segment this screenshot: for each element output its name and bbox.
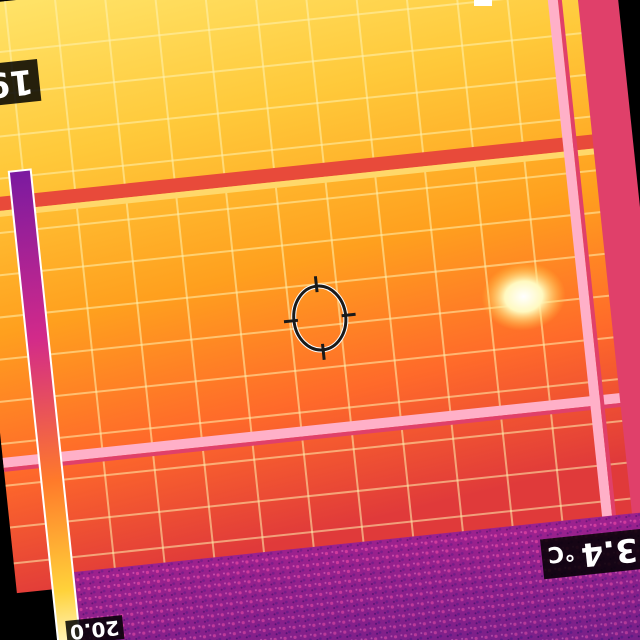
crosshair-icon: [283, 276, 356, 360]
ceiling-beams: [0, 0, 640, 517]
hot-spot: [481, 262, 566, 331]
wall-edge-strip: [571, 0, 640, 514]
ceiling-grid: [0, 0, 640, 574]
white-corner-mark: [474, 0, 492, 6]
spot-temperature-unit: °C: [546, 538, 577, 567]
spot-temperature-value: 3.4: [579, 530, 640, 575]
scale-max-label: 19: [0, 59, 42, 107]
color-scale-bar: [7, 168, 82, 640]
